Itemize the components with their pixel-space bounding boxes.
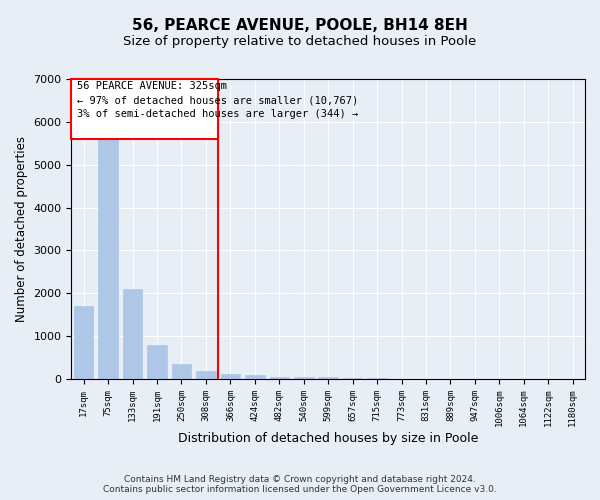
Bar <box>74 306 94 379</box>
Bar <box>221 374 240 379</box>
Bar <box>172 364 191 379</box>
Bar <box>196 370 215 379</box>
Bar <box>294 376 314 379</box>
X-axis label: Distribution of detached houses by size in Poole: Distribution of detached houses by size … <box>178 432 478 445</box>
Text: Size of property relative to detached houses in Poole: Size of property relative to detached ho… <box>124 35 476 48</box>
Text: 56, PEARCE AVENUE, POOLE, BH14 8EH: 56, PEARCE AVENUE, POOLE, BH14 8EH <box>132 18 468 32</box>
Text: 56 PEARCE AVENUE: 325sqm
← 97% of detached houses are smaller (10,767)
3% of sem: 56 PEARCE AVENUE: 325sqm ← 97% of detach… <box>77 81 359 119</box>
Bar <box>245 375 265 379</box>
Bar <box>367 378 387 379</box>
Bar <box>343 378 362 379</box>
Y-axis label: Number of detached properties: Number of detached properties <box>15 136 28 322</box>
Text: Contains HM Land Registry data © Crown copyright and database right 2024.
Contai: Contains HM Land Registry data © Crown c… <box>103 474 497 494</box>
Bar <box>98 130 118 379</box>
Bar <box>123 289 142 379</box>
Bar <box>319 378 338 379</box>
Bar <box>147 345 167 379</box>
Bar <box>269 376 289 379</box>
